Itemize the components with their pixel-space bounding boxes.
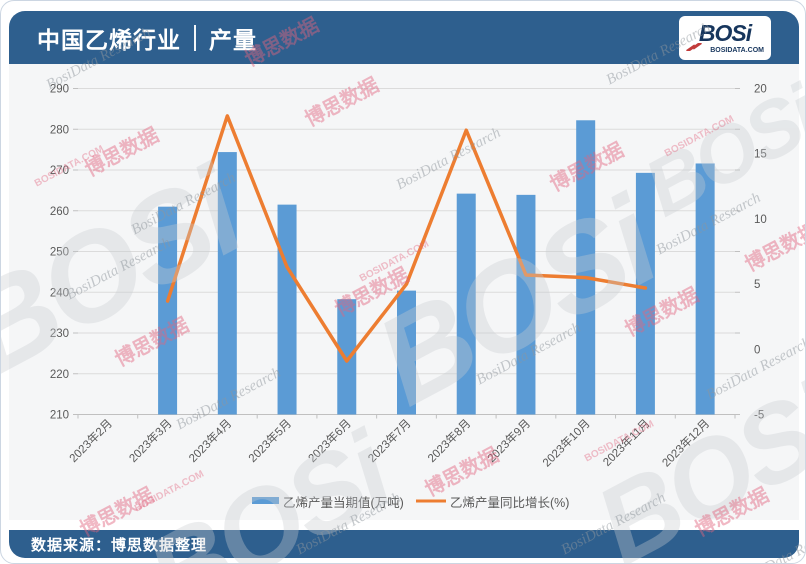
svg-text:2023年5月: 2023年5月 bbox=[245, 416, 294, 465]
svg-text:10: 10 bbox=[754, 214, 767, 226]
svg-text:2023年9月: 2023年9月 bbox=[484, 416, 533, 465]
svg-text:260: 260 bbox=[50, 206, 69, 218]
svg-text:2023年8月: 2023年8月 bbox=[425, 416, 474, 465]
svg-text:-5: -5 bbox=[754, 410, 764, 422]
svg-text:2023年4月: 2023年4月 bbox=[186, 416, 235, 465]
logo-site-text: BOSIDATA.COM bbox=[710, 47, 764, 54]
brand-logo: BOSi BOSIDATA.COM bbox=[679, 16, 771, 60]
svg-text:15: 15 bbox=[754, 149, 767, 161]
svg-text:2023年11月: 2023年11月 bbox=[600, 416, 653, 469]
svg-text:240: 240 bbox=[50, 287, 69, 299]
svg-text:0: 0 bbox=[754, 344, 760, 356]
title-metric: 产量 bbox=[209, 26, 257, 53]
svg-text:20: 20 bbox=[754, 84, 767, 96]
svg-text:2023年12月: 2023年12月 bbox=[659, 416, 712, 469]
page-title: 中国乙烯行业 产量 bbox=[37, 21, 257, 55]
svg-text:2023年6月: 2023年6月 bbox=[305, 416, 354, 465]
svg-text:5: 5 bbox=[754, 279, 760, 291]
svg-text:乙烯产量同比增长(%): 乙烯产量同比增长(%) bbox=[450, 495, 569, 510]
svg-text:2023年7月: 2023年7月 bbox=[365, 416, 414, 465]
svg-text:2023年3月: 2023年3月 bbox=[126, 416, 175, 465]
svg-text:210: 210 bbox=[50, 410, 69, 422]
svg-text:230: 230 bbox=[50, 328, 69, 340]
svg-text:220: 220 bbox=[50, 369, 69, 381]
logo-text: BOSi bbox=[698, 20, 752, 46]
logo-accent-icon bbox=[686, 43, 702, 51]
svg-text:280: 280 bbox=[50, 124, 69, 136]
footer-bar: 数据来源：博思数据整理 bbox=[9, 530, 799, 558]
svg-text:250: 250 bbox=[50, 247, 69, 259]
svg-text:270: 270 bbox=[50, 165, 69, 177]
svg-text:2023年2月: 2023年2月 bbox=[66, 416, 115, 465]
svg-text:290: 290 bbox=[50, 84, 69, 96]
svg-text:2023年10月: 2023年10月 bbox=[540, 416, 593, 469]
title-separator bbox=[194, 24, 196, 51]
svg-text:乙烯产量当期值(万吨): 乙烯产量当期值(万吨) bbox=[283, 495, 404, 510]
header-bar: 中国乙烯行业 产量 BOSi BOSIDATA.COM bbox=[9, 11, 799, 64]
title-industry: 中国乙烯行业 bbox=[37, 26, 181, 53]
source-text: 数据来源：博思数据整理 bbox=[31, 536, 208, 554]
